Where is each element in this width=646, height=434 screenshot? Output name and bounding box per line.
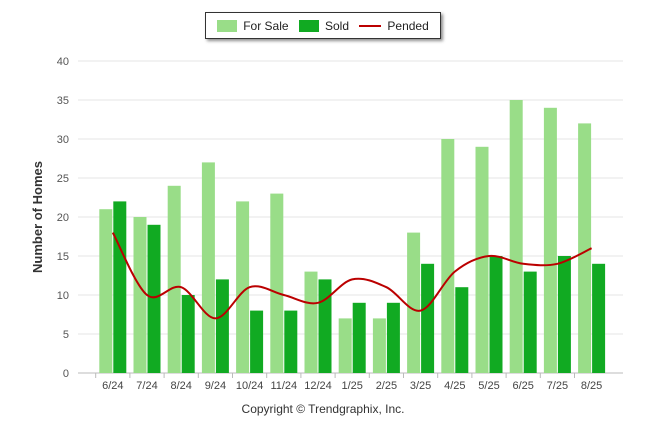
- legend-label: Sold: [324, 18, 349, 33]
- y-tick-label: 0: [63, 368, 69, 380]
- x-tick-label: 1/25: [341, 380, 362, 392]
- sold-bar[interactable]: [489, 256, 503, 373]
- pended-series-line[interactable]: [111, 232, 593, 320]
- for-sale-bar[interactable]: [441, 139, 455, 373]
- bars: [99, 100, 606, 374]
- pended-line: [111, 232, 593, 320]
- for-sale-bar[interactable]: [372, 318, 386, 373]
- legend-item-sold[interactable]: Sold: [298, 18, 349, 33]
- for-sale-bar[interactable]: [99, 209, 113, 373]
- y-tick-label: 40: [57, 56, 69, 68]
- sold-bar[interactable]: [113, 201, 127, 373]
- legend-item-for-sale[interactable]: For Sale: [217, 18, 289, 33]
- for-sale-bar[interactable]: [475, 146, 489, 373]
- for-sale-bar[interactable]: [304, 271, 318, 373]
- for-sale-bar[interactable]: [509, 100, 523, 373]
- legend-label: Pended: [387, 18, 429, 33]
- x-tick-label: 4/25: [444, 380, 465, 392]
- sold-bar[interactable]: [557, 256, 571, 373]
- sold-bar[interactable]: [318, 279, 332, 373]
- x-tick-label: 8/25: [581, 380, 602, 392]
- x-tick-label: 3/25: [410, 380, 431, 392]
- sold-bar[interactable]: [352, 302, 366, 373]
- sold-swatch: [298, 19, 319, 32]
- y-tick-label: 10: [57, 290, 69, 302]
- x-tick-label: 2/25: [376, 380, 397, 392]
- sold-bar[interactable]: [455, 287, 469, 373]
- x-tick-label: 12/24: [304, 380, 332, 392]
- for-sale-swatch: [217, 19, 238, 32]
- y-axis: 0 5 10 15 20 25 30 35 40: [57, 56, 69, 380]
- for-sale-bar[interactable]: [578, 123, 592, 374]
- legend-item-pended[interactable]: Pended: [359, 18, 429, 33]
- sold-bar[interactable]: [421, 263, 435, 373]
- x-tick-label: 7/24: [136, 380, 157, 392]
- x-tick-label: 10/24: [236, 380, 264, 392]
- x-tick-label: 11/24: [270, 380, 297, 392]
- x-tick-label: 8/24: [170, 380, 191, 392]
- y-tick-label: 25: [57, 173, 69, 185]
- for-sale-bar[interactable]: [133, 217, 147, 373]
- for-sale-bar[interactable]: [543, 107, 557, 374]
- copyright: Copyright © Trendgraphix, Inc.: [241, 402, 405, 416]
- x-tick-label: 6/24: [102, 380, 123, 392]
- for-sale-bar[interactable]: [338, 318, 352, 373]
- sold-bar[interactable]: [386, 302, 400, 373]
- sold-bar[interactable]: [523, 271, 537, 373]
- sold-bar[interactable]: [215, 279, 229, 373]
- pended-swatch: [359, 24, 382, 27]
- sold-bar[interactable]: [250, 310, 264, 373]
- x-tick-label: 7/25: [547, 380, 568, 392]
- legend-label: For Sale: [243, 18, 289, 33]
- for-sale-bar[interactable]: [270, 193, 284, 373]
- y-tick-label: 35: [57, 95, 69, 107]
- x-tick-label: 6/25: [512, 380, 533, 392]
- x-tick-label: 9/24: [205, 380, 226, 392]
- y-axis-label: Number of Homes: [30, 161, 45, 273]
- x-tick-label: 5/25: [478, 380, 499, 392]
- sold-bar[interactable]: [592, 263, 606, 373]
- for-sale-bar[interactable]: [407, 232, 421, 373]
- x-axis: 6/24 7/24 8/24 9/24 10/24 11/24 12/24 1/25 2/25 3…: [95, 373, 602, 392]
- for-sale-bar[interactable]: [167, 185, 181, 373]
- sold-bar[interactable]: [147, 224, 161, 373]
- for-sale-bar[interactable]: [236, 201, 250, 373]
- sold-bar[interactable]: [284, 310, 298, 373]
- y-tick-label: 20: [57, 212, 69, 224]
- legend: For Sale Sold Pended: [205, 12, 441, 39]
- y-tick-label: 5: [63, 329, 69, 341]
- sold-bar[interactable]: [181, 295, 195, 373]
- for-sale-bar[interactable]: [201, 162, 215, 373]
- y-tick-label: 15: [57, 251, 69, 263]
- y-tick-label: 30: [57, 134, 69, 146]
